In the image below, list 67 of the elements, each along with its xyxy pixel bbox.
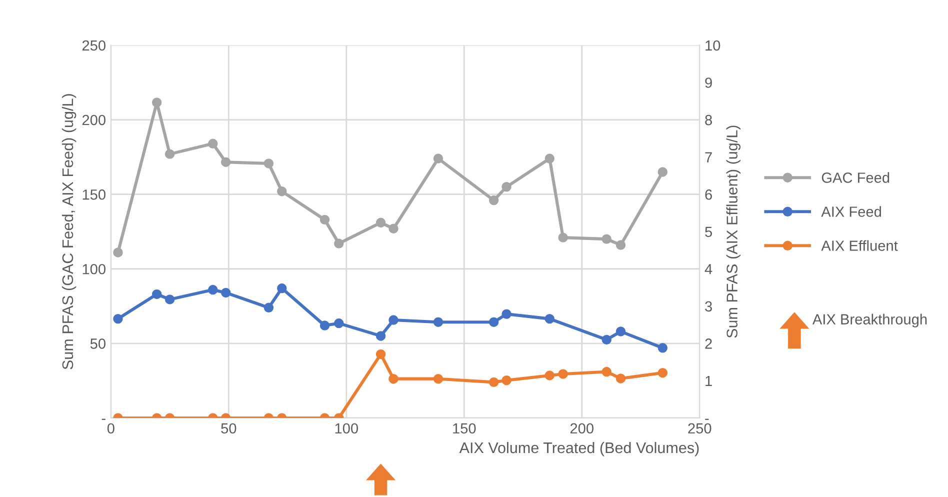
y2-tick-label: 9 bbox=[705, 78, 712, 88]
point bbox=[208, 138, 218, 148]
y-tick-label: 250 bbox=[82, 40, 106, 51]
text: AIX Breakthrough bbox=[812, 314, 927, 328]
point bbox=[658, 167, 668, 177]
x-tick-label: 200 bbox=[570, 423, 594, 434]
point bbox=[544, 154, 554, 164]
point bbox=[277, 186, 287, 196]
y2-tick-label: 1 bbox=[706, 376, 712, 386]
point bbox=[334, 318, 344, 328]
point bbox=[502, 309, 512, 319]
y2-tick-label: 3 bbox=[705, 301, 712, 312]
point bbox=[502, 182, 512, 192]
point bbox=[220, 288, 231, 298]
x-axis-title: AIX Volume Treated (Bed Volumes) bbox=[459, 442, 699, 456]
point bbox=[320, 320, 330, 330]
y-tick-label: - bbox=[102, 418, 106, 420]
x-tick-label: 250 bbox=[688, 423, 712, 434]
point bbox=[602, 234, 612, 244]
point bbox=[334, 238, 344, 248]
point bbox=[113, 248, 123, 258]
y2-tick-label: 8 bbox=[705, 114, 712, 126]
legend-label: AIX Feed bbox=[821, 206, 882, 217]
y2-tick-label: - bbox=[705, 418, 709, 420]
point bbox=[113, 314, 123, 324]
y-tick-label: 100 bbox=[82, 264, 106, 274]
point bbox=[488, 317, 499, 327]
point bbox=[433, 154, 444, 164]
point bbox=[658, 343, 668, 353]
x-tick-label: 50 bbox=[221, 423, 236, 434]
point bbox=[152, 98, 162, 108]
y2-tick-label: 4 bbox=[704, 264, 712, 274]
point bbox=[616, 240, 626, 250]
point bbox=[388, 224, 398, 234]
point bbox=[152, 289, 162, 300]
y2-tick-label: 10 bbox=[706, 40, 720, 51]
y2-tick-label: 5 bbox=[705, 226, 712, 238]
x-tick-label: 150 bbox=[453, 423, 476, 434]
y-axis-title: Sum PFAS (GAC Feed, AIX Feed) (ug/L) bbox=[62, 94, 76, 370]
point bbox=[164, 149, 175, 159]
legend-label: GAC Feed bbox=[822, 172, 890, 183]
y2-axis-title: Sum PFAS (AIX Effluent) (ug/L) bbox=[726, 126, 740, 338]
point bbox=[264, 302, 274, 313]
point bbox=[376, 331, 386, 341]
x-tick-label: 100 bbox=[335, 423, 358, 434]
y-tick-label: 50 bbox=[90, 338, 106, 349]
point bbox=[208, 284, 218, 295]
point bbox=[264, 158, 274, 168]
y-tick-label: 200 bbox=[82, 114, 106, 126]
y2-tick-label: 2 bbox=[705, 338, 712, 349]
point bbox=[164, 294, 175, 304]
point bbox=[220, 157, 231, 167]
point bbox=[277, 283, 287, 294]
point bbox=[616, 326, 626, 336]
legend-label: AIX Effluent bbox=[821, 240, 898, 251]
y-tick-label: 150 bbox=[82, 189, 106, 200]
y2-tick-label: 7 bbox=[705, 152, 712, 162]
y2-tick-label: 6 bbox=[705, 189, 712, 200]
point bbox=[433, 317, 444, 327]
point bbox=[376, 218, 386, 228]
point bbox=[602, 334, 612, 345]
x-tick-label: 0 bbox=[107, 423, 114, 434]
point bbox=[488, 195, 499, 206]
point bbox=[558, 232, 568, 242]
point bbox=[544, 314, 554, 324]
point bbox=[388, 315, 398, 325]
point bbox=[320, 214, 330, 225]
